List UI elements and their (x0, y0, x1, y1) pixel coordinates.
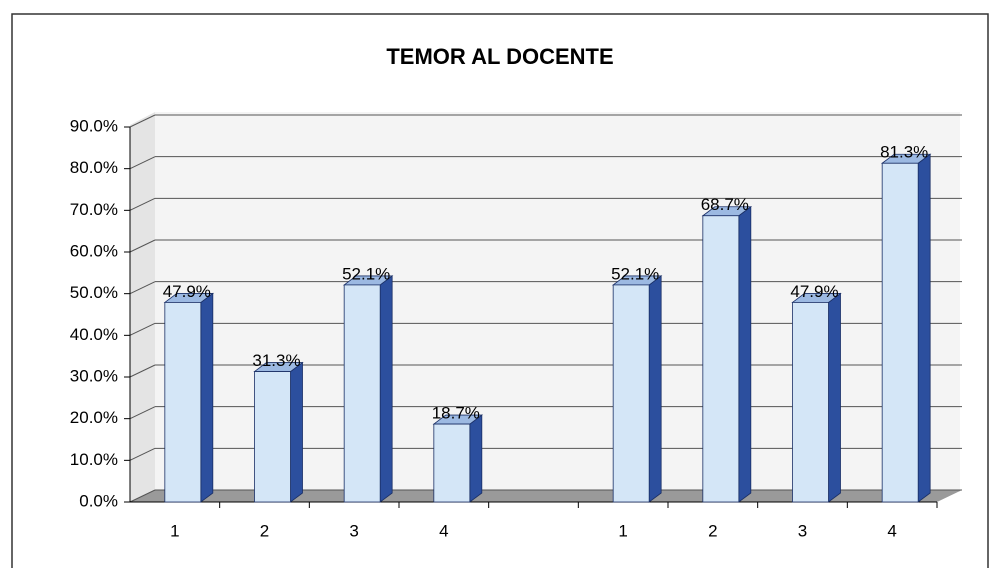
grid-line-side (129, 114, 156, 128)
y-tick-label: 10.0% (70, 450, 118, 469)
y-tick-label: 30.0% (70, 366, 118, 385)
bar (881, 162, 919, 503)
bar-side (379, 275, 393, 503)
x-tick-label: 2 (260, 521, 269, 540)
floor (130, 490, 962, 502)
data-label: 18.7% (432, 404, 480, 423)
data-label: 52.1% (342, 264, 390, 283)
grid-line-side (129, 322, 156, 336)
y-tick-label: 40.0% (70, 325, 118, 344)
bar-side (648, 275, 662, 503)
data-label: 47.9% (163, 282, 211, 301)
y-tick-label: 60.0% (70, 241, 118, 260)
bar (702, 215, 740, 503)
bar (433, 423, 471, 503)
y-tick-label: 80.0% (70, 158, 118, 177)
grid-line-side (129, 406, 156, 420)
bar-side (200, 292, 214, 503)
bar (164, 302, 202, 503)
x-tick-label: 3 (349, 521, 358, 540)
bar-side (738, 205, 752, 503)
x-tick-label: 3 (798, 521, 807, 540)
data-label: 31.3% (252, 351, 300, 370)
grid-line-side (129, 364, 156, 378)
side-wall (130, 112, 155, 502)
bar-side (828, 292, 841, 503)
bar-side (917, 153, 931, 503)
grid-line-side (129, 156, 156, 170)
grid-line-side (129, 281, 156, 295)
data-label: 47.9% (790, 282, 838, 301)
data-label: 68.7% (701, 195, 749, 214)
x-tick-label: 1 (618, 521, 627, 540)
y-tick-label: 20.0% (70, 408, 118, 427)
bar (612, 284, 650, 503)
bar (343, 284, 381, 503)
x-tick-label: 4 (887, 521, 896, 540)
grid-line-side (129, 239, 156, 253)
data-label: 52.1% (611, 264, 659, 283)
y-tick-label: 0.0% (79, 491, 118, 510)
grid-line-side (129, 489, 156, 503)
bar (792, 302, 829, 503)
bar (254, 371, 291, 503)
data-label: 81.3% (880, 143, 928, 162)
y-tick-label: 70.0% (70, 200, 118, 219)
chart-title: TEMOR AL DOCENTE (386, 44, 613, 69)
grid-line-side (129, 447, 156, 461)
x-tick-label: 1 (170, 521, 179, 540)
x-tick-label: 4 (439, 521, 448, 540)
x-tick-label: 2 (708, 521, 717, 540)
grid-line-side (129, 197, 156, 211)
bar-side (469, 414, 483, 503)
bar-side (290, 361, 303, 503)
y-tick-label: 50.0% (70, 283, 118, 302)
y-tick-label: 90.0% (70, 116, 118, 135)
